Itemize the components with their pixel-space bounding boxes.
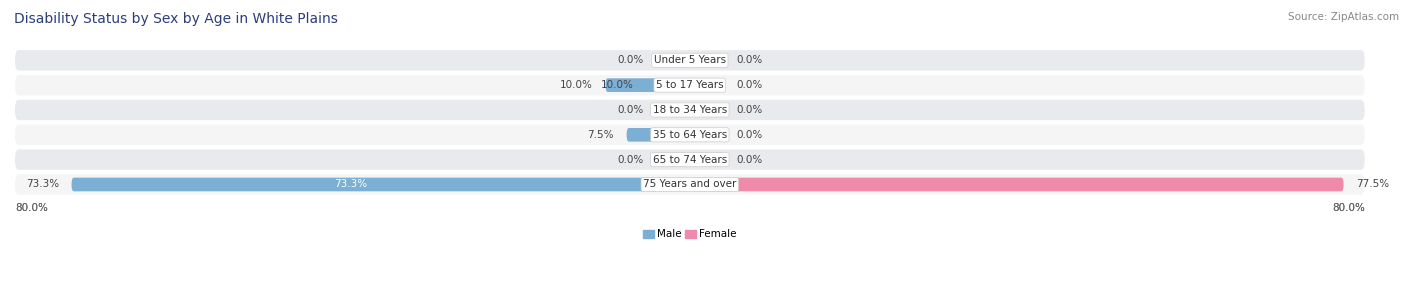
FancyBboxPatch shape xyxy=(657,103,690,117)
Text: 73.3%: 73.3% xyxy=(25,179,59,189)
FancyBboxPatch shape xyxy=(15,50,1365,71)
Text: 77.5%: 77.5% xyxy=(1357,179,1389,189)
FancyBboxPatch shape xyxy=(690,54,724,67)
Text: Under 5 Years: Under 5 Years xyxy=(654,55,725,65)
Text: 10.0%: 10.0% xyxy=(602,80,634,90)
Text: 75 Years and over: 75 Years and over xyxy=(643,179,737,189)
Text: 80.0%: 80.0% xyxy=(15,203,48,213)
Text: 0.0%: 0.0% xyxy=(737,105,762,115)
FancyBboxPatch shape xyxy=(15,100,1365,120)
Text: 80.0%: 80.0% xyxy=(1331,203,1365,213)
Text: 0.0%: 0.0% xyxy=(617,105,644,115)
Text: 80.0%: 80.0% xyxy=(1331,203,1365,213)
Text: 5 to 17 Years: 5 to 17 Years xyxy=(657,80,724,90)
FancyBboxPatch shape xyxy=(657,153,690,167)
FancyBboxPatch shape xyxy=(606,78,690,92)
Text: 18 to 34 Years: 18 to 34 Years xyxy=(652,105,727,115)
Text: 0.0%: 0.0% xyxy=(737,55,762,65)
FancyBboxPatch shape xyxy=(690,103,724,117)
Text: 0.0%: 0.0% xyxy=(737,155,762,165)
FancyBboxPatch shape xyxy=(690,78,724,92)
FancyBboxPatch shape xyxy=(15,150,1365,170)
Text: 10.0%: 10.0% xyxy=(560,80,593,90)
Text: 35 to 64 Years: 35 to 64 Years xyxy=(652,130,727,140)
FancyBboxPatch shape xyxy=(690,128,724,142)
FancyBboxPatch shape xyxy=(627,128,690,142)
FancyBboxPatch shape xyxy=(15,125,1365,145)
Text: Source: ZipAtlas.com: Source: ZipAtlas.com xyxy=(1288,12,1399,22)
FancyBboxPatch shape xyxy=(15,174,1365,195)
Legend: Male, Female: Male, Female xyxy=(638,225,741,244)
FancyBboxPatch shape xyxy=(15,75,1365,95)
Text: 73.3%: 73.3% xyxy=(335,179,367,189)
Text: Disability Status by Sex by Age in White Plains: Disability Status by Sex by Age in White… xyxy=(14,12,337,26)
FancyBboxPatch shape xyxy=(72,178,690,191)
Text: 7.5%: 7.5% xyxy=(588,130,614,140)
Text: 80.0%: 80.0% xyxy=(15,203,48,213)
FancyBboxPatch shape xyxy=(690,153,724,167)
FancyBboxPatch shape xyxy=(690,178,1344,191)
Text: 0.0%: 0.0% xyxy=(617,55,644,65)
Text: 0.0%: 0.0% xyxy=(617,155,644,165)
Text: 0.0%: 0.0% xyxy=(737,80,762,90)
Text: 0.0%: 0.0% xyxy=(737,130,762,140)
Text: 65 to 74 Years: 65 to 74 Years xyxy=(652,155,727,165)
FancyBboxPatch shape xyxy=(657,54,690,67)
